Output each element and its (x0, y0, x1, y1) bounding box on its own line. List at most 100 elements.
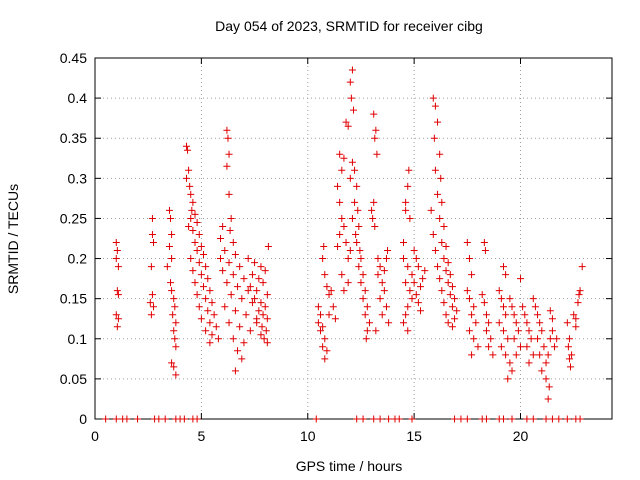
data-point (404, 182, 412, 190)
data-point (182, 142, 190, 150)
data-point (325, 311, 333, 319)
data-point (451, 295, 459, 303)
data-point (472, 319, 480, 327)
data-point (514, 327, 522, 335)
data-point (406, 214, 414, 222)
data-point (402, 279, 410, 287)
data-point (545, 383, 553, 391)
data-point (548, 327, 556, 335)
data-point (442, 311, 450, 319)
data-point (200, 283, 208, 291)
data-point (172, 319, 180, 327)
data-point (150, 303, 158, 311)
data-point (334, 243, 342, 251)
data-point (548, 315, 556, 323)
data-point (523, 415, 531, 423)
y-tick-label: 0.45 (60, 50, 87, 66)
data-point (264, 243, 272, 251)
x-tick-label: 20 (513, 428, 529, 444)
data-point (351, 166, 359, 174)
data-point (374, 271, 382, 279)
data-point (495, 287, 503, 295)
data-point (195, 230, 203, 238)
data-point (231, 367, 239, 375)
data-point (171, 303, 179, 311)
data-point (576, 287, 584, 295)
data-point (336, 198, 344, 206)
data-point (191, 210, 199, 218)
data-point (253, 319, 261, 327)
data-point (431, 166, 439, 174)
data-point (221, 303, 229, 311)
data-point (321, 271, 329, 279)
data-point (442, 267, 450, 275)
data-point (191, 239, 199, 247)
data-point (229, 239, 237, 247)
data-point (438, 287, 446, 295)
data-point (485, 319, 493, 327)
data-point (195, 259, 203, 267)
data-point (410, 247, 418, 255)
data-point (410, 279, 418, 287)
data-point (529, 415, 537, 423)
data-point (442, 243, 450, 251)
data-point (361, 287, 369, 295)
data-point (317, 311, 325, 319)
data-point (436, 275, 444, 283)
data-point (191, 279, 199, 287)
data-point (348, 214, 356, 222)
data-point (371, 222, 379, 230)
data-point (497, 295, 505, 303)
data-point (370, 110, 378, 118)
data-point (321, 355, 329, 363)
data-point (465, 295, 473, 303)
data-point (208, 299, 216, 307)
data-point (504, 335, 512, 343)
data-point (312, 415, 320, 423)
data-point (499, 327, 507, 335)
data-point (438, 239, 446, 247)
data-point (575, 291, 583, 299)
data-point (214, 335, 222, 343)
data-point (225, 190, 233, 198)
data-point (257, 331, 265, 339)
data-point (414, 299, 422, 307)
data-point (521, 311, 529, 319)
data-point (529, 351, 537, 359)
data-point (240, 275, 248, 283)
data-point (325, 291, 333, 299)
data-point (263, 291, 271, 299)
data-point (380, 287, 388, 295)
data-point (565, 335, 573, 343)
data-point (197, 315, 205, 323)
data-point (480, 239, 488, 247)
data-point (446, 271, 454, 279)
data-point (257, 263, 265, 271)
data-point (329, 303, 337, 311)
data-point (370, 198, 378, 206)
data-point (182, 174, 190, 182)
data-point (112, 415, 120, 423)
data-point (319, 323, 327, 331)
data-point (457, 415, 465, 423)
data-point (187, 214, 195, 222)
data-point (113, 247, 121, 255)
data-point (444, 279, 452, 287)
data-point (508, 415, 516, 423)
data-point (508, 367, 516, 375)
data-point (344, 279, 352, 287)
data-point (217, 255, 225, 263)
data-point (336, 150, 344, 158)
data-point (225, 150, 233, 158)
data-point (487, 335, 495, 343)
data-point (362, 335, 370, 343)
data-point (431, 247, 439, 255)
data-point (540, 343, 548, 351)
data-point (323, 283, 331, 291)
data-point (576, 415, 584, 423)
data-point (351, 198, 359, 206)
data-point (563, 319, 571, 327)
data-point (572, 315, 580, 323)
data-point (193, 291, 201, 299)
data-point (234, 347, 242, 355)
